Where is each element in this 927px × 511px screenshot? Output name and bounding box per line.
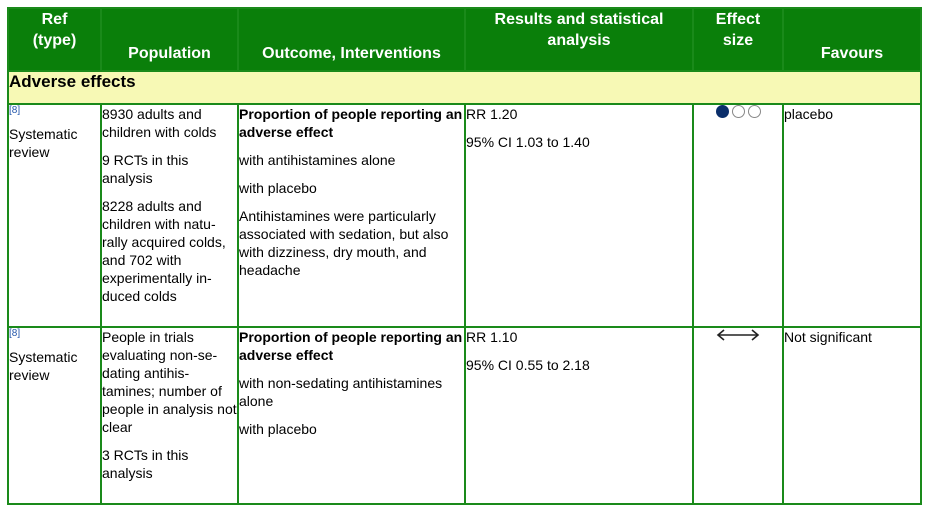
population-text: People in trials evaluating non-se-datin… — [102, 329, 237, 435]
outcome-cell: Proportion of people reporting an advers… — [237, 103, 466, 328]
outcome-cell: Proportion of people reporting an advers… — [237, 326, 466, 505]
intervention-text: with placebo — [239, 180, 317, 196]
results-cell: RR 1.20 95% CI 1.03 to 1.40 — [464, 103, 694, 328]
header-ref-line1: Ref — [41, 11, 68, 28]
header-effect-size: Effect size — [692, 7, 784, 72]
confidence-interval: 95% CI 1.03 to 1.40 — [466, 134, 590, 150]
header-favours: Favours — [782, 7, 922, 72]
relative-risk: RR 1.20 — [466, 106, 518, 122]
header-ref: Ref (type) — [7, 7, 102, 72]
confidence-interval: 95% CI 0.55 to 2.18 — [466, 357, 590, 373]
reference-link[interactable]: [8] — [9, 328, 21, 339]
evidence-table: Ref (type) Population Outcome, Intervent… — [7, 7, 922, 505]
header-ref-line2: (type) — [32, 32, 77, 49]
study-type-line: Systematic — [9, 126, 78, 142]
population-text: 3 RCTs in this analysis — [102, 447, 189, 481]
table-row: [8] Systematic review People in trials e… — [7, 326, 922, 505]
study-type-line: Systematic — [9, 349, 78, 365]
intervention-text: Antihistamines were particularly associa… — [239, 208, 449, 278]
header-results-line2: analysis — [547, 32, 611, 49]
reference-link[interactable]: [8] — [9, 105, 21, 116]
population-text: 9 RCTs in this analysis — [102, 152, 189, 186]
header-results: Results and statistical analysis — [464, 7, 694, 72]
study-type-line: review — [9, 144, 50, 160]
study-type-line: review — [9, 367, 50, 383]
relative-risk: RR 1.10 — [466, 329, 518, 345]
favours-cell: Not significant — [782, 326, 922, 505]
intervention-text: with antihistamines alone — [239, 152, 396, 168]
effect-size-circles-icon — [694, 105, 782, 118]
outcome-title: Proportion of people reporting an advers… — [239, 329, 463, 363]
population-cell: People in trials evaluating non-se-datin… — [100, 326, 239, 505]
header-outcome: Outcome, Interventions — [237, 7, 466, 72]
section-title: Adverse effects — [7, 70, 922, 105]
ref-type-cell: [8] Systematic review — [7, 103, 102, 328]
double-arrow-icon — [694, 328, 782, 342]
results-cell: RR 1.10 95% CI 0.55 to 2.18 — [464, 326, 694, 505]
ref-type-cell: [8] Systematic review — [7, 326, 102, 505]
intervention-text: with non-sedating antihistamines alone — [239, 375, 443, 409]
intervention-text: with placebo — [239, 421, 317, 437]
empty-circle-icon — [747, 105, 761, 118]
population-text: 8228 adults and children with natu-rally… — [102, 198, 226, 304]
header-population: Population — [100, 7, 239, 72]
header-effect-line2: size — [722, 32, 754, 49]
header-results-line1: Results and statistical — [494, 11, 664, 28]
favours-cell: placebo — [782, 103, 922, 328]
effect-size-cell — [692, 326, 784, 505]
outcome-title: Proportion of people reporting an advers… — [239, 106, 463, 140]
population-text: 8930 adults and children with colds — [102, 106, 217, 140]
empty-circle-icon — [731, 105, 745, 118]
filled-circle-icon — [715, 105, 729, 118]
effect-size-cell — [692, 103, 784, 328]
header-effect-line1: Effect — [715, 11, 761, 28]
population-cell: 8930 adults and children with colds 9 RC… — [100, 103, 239, 328]
table-header-row: Ref (type) Population Outcome, Intervent… — [7, 7, 922, 72]
section-row: Adverse effects — [7, 70, 922, 105]
table-row: [8] Systematic review 8930 adults and ch… — [7, 103, 922, 328]
